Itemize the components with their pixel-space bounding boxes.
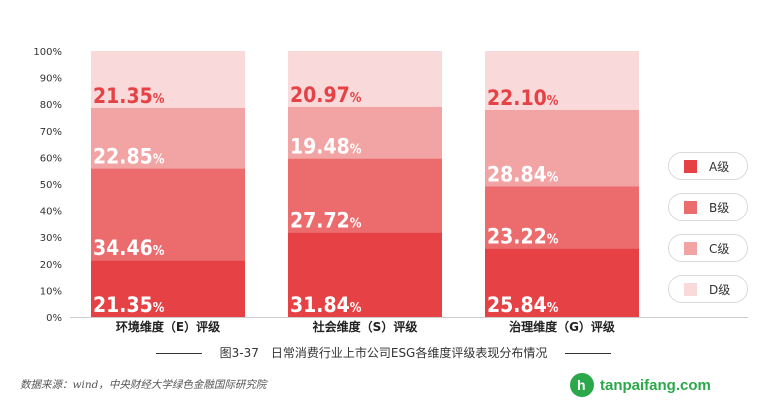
segment-value-label: 22.85%: [93, 145, 165, 169]
segment-value-label: 34.46%: [93, 236, 165, 260]
y-tick-label: 100%: [33, 47, 62, 58]
leaf-h-icon: h: [577, 377, 586, 393]
legend-swatch-icon: [684, 282, 697, 296]
y-tick-label: 0%: [46, 313, 62, 324]
legend-swatch-icon: [684, 200, 697, 214]
bar-segment: [288, 51, 442, 107]
y-tick-label: 10%: [40, 286, 62, 297]
caption-rule-right: [565, 353, 612, 354]
legend-item: B级: [668, 193, 748, 221]
segment-value-label: 27.72%: [290, 208, 362, 232]
legend-label: C级: [709, 241, 730, 256]
legend-label: B级: [709, 200, 730, 215]
y-tick-label: 20%: [40, 260, 62, 271]
y-tick-label: 60%: [40, 153, 62, 164]
legend-item: A级: [668, 152, 748, 180]
segment-value-label: 28.84%: [487, 163, 559, 187]
figure-caption: 图3-37 日常消费行业上市公司ESG各维度评级表现分布情况: [0, 344, 767, 361]
category-label: 环境维度（E）评级: [116, 319, 220, 334]
bar-segment: [91, 168, 245, 261]
segment-value-label: 25.84%: [487, 293, 559, 317]
bar-segment: [485, 248, 639, 317]
watermark-logo-icon: h: [570, 373, 594, 397]
legend-item: C级: [668, 234, 748, 262]
bar-segment: [288, 106, 442, 159]
legend-swatch-icon: [684, 159, 697, 173]
bar-segment: [485, 109, 639, 187]
y-tick-label: 40%: [40, 207, 62, 218]
data-source-note: 数据来源：wind，中央财经大学绿色金融国际研究院: [20, 379, 267, 391]
bar-segment: [91, 260, 245, 317]
bar-segment: [288, 232, 442, 317]
bar-segment: [485, 51, 639, 110]
bar-segment: [288, 158, 442, 233]
legend-item: D级: [668, 275, 748, 303]
y-tick-label: 90%: [40, 74, 62, 85]
y-tick-label: 70%: [40, 127, 62, 138]
segment-value-label: 19.48%: [290, 135, 362, 159]
stacked-bar-chart: 0% 10% 20% 30% 40% 50% 60% 70% 80% 90% 100% 21.35% 3…: [33, 47, 748, 334]
segment-value-label: 21.35%: [93, 84, 165, 108]
y-tick-label: 50%: [40, 180, 62, 191]
watermark-text: tanpaifang.com: [600, 376, 711, 394]
bar-segment: [91, 107, 245, 169]
y-tick-label: 30%: [40, 233, 62, 244]
category-label: 治理维度（G）评级: [509, 319, 615, 334]
caption-text: 图3-37 日常消费行业上市公司ESG各维度评级表现分布情况: [219, 346, 548, 360]
segment-value-label: 21.35%: [93, 293, 165, 317]
segment-value-label: 22.10%: [487, 86, 559, 110]
bar-segment: [485, 186, 639, 249]
svg-text:h: h: [577, 377, 586, 393]
bar-segment: [91, 51, 245, 108]
y-tick-label: 80%: [40, 100, 62, 111]
category-label: 社会维度（S）评级: [312, 319, 418, 334]
segment-value-label: 20.97%: [290, 83, 362, 107]
legend-label: A级: [709, 159, 730, 174]
caption-rule-left: [155, 353, 202, 354]
segment-value-label: 23.22%: [487, 224, 559, 248]
watermark: h tanpaifang.com: [570, 372, 711, 398]
legend-label: D级: [709, 282, 731, 297]
legend-swatch-icon: [684, 241, 697, 255]
segment-value-label: 31.84%: [290, 293, 362, 317]
